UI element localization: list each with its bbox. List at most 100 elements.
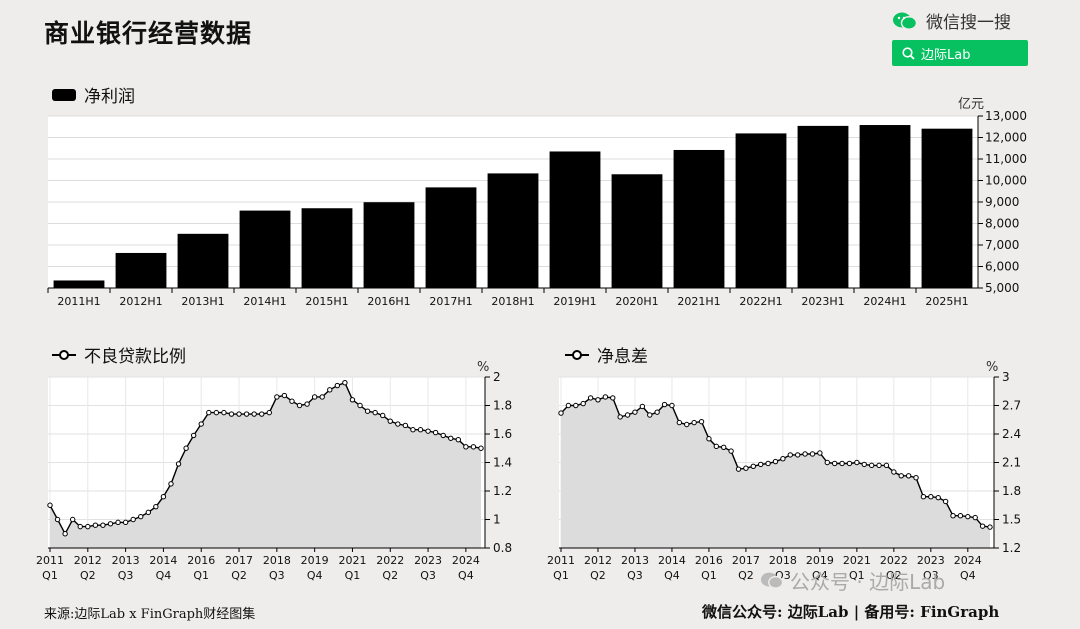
data-point (669, 402, 675, 409)
data-point (319, 394, 325, 400)
y-tick-label: 7,000 (985, 238, 1019, 252)
wechat-icon (893, 12, 918, 30)
data-point (691, 419, 697, 426)
bar (53, 280, 105, 288)
data-point (809, 451, 816, 457)
data-point (274, 394, 280, 400)
x-tick-quarter: Q4 (960, 569, 976, 582)
data-point (824, 459, 830, 466)
bar (673, 149, 725, 288)
page-title: 商业银行经营数据 (44, 19, 253, 48)
data-point (661, 401, 668, 408)
data-point (69, 516, 76, 523)
data-point (463, 444, 469, 450)
x-tick-quarter: Q4 (458, 569, 474, 582)
legend-swatch (52, 88, 76, 101)
x-tick-label: 2018H1 (491, 295, 534, 308)
data-point (327, 387, 333, 393)
x-tick-year: 2018 (769, 554, 797, 567)
data-point (432, 429, 439, 436)
x-tick-year: 2021 (338, 554, 366, 567)
x-tick-year: 2024 (452, 554, 480, 567)
x-tick-label: 2022H1 (739, 295, 782, 308)
data-point (854, 459, 860, 466)
data-point (440, 432, 446, 439)
data-point (77, 523, 83, 530)
data-point (455, 437, 462, 443)
data-point (190, 432, 197, 439)
legend-net-profit: 净利润 (52, 82, 135, 107)
x-tick-label: 2013H1 (181, 295, 224, 308)
y-tick-label: 8,000 (985, 217, 1019, 231)
search-query: 边际Lab (921, 47, 971, 63)
x-tick-quarter: Q3 (269, 569, 285, 582)
x-tick-quarter: Q4 (307, 569, 323, 582)
data-point (357, 402, 363, 409)
data-point (470, 444, 477, 450)
y-tick-label: 2.7 (1002, 399, 1021, 413)
y-tick-label: 1.8 (1002, 484, 1021, 498)
legend-label: 净利润 (84, 87, 135, 107)
data-point (839, 460, 845, 467)
search-box[interactable]: 边际Lab (892, 40, 1028, 66)
y-tick-label: 10,000 (985, 174, 1027, 188)
account-note: 微信公众号: 边际Lab | 备用号: FinGraph (702, 603, 1000, 621)
data-point (617, 414, 623, 420)
y-tick-label: 9,000 (985, 195, 1019, 209)
data-point (654, 409, 660, 415)
x-tick-quarter: Q2 (590, 569, 606, 582)
bar (115, 252, 167, 288)
data-point (920, 494, 927, 500)
x-tick-quarter: Q1 (849, 569, 865, 582)
data-point (587, 395, 594, 401)
data-point (122, 519, 129, 526)
data-point (478, 445, 484, 451)
data-point (153, 503, 159, 510)
bar (921, 128, 973, 288)
data-point (972, 514, 978, 521)
x-tick-label: 2015H1 (305, 295, 348, 308)
data-point (868, 462, 875, 469)
data-point (387, 418, 393, 424)
y-tick-label: 1.2 (1002, 541, 1021, 555)
data-point (698, 418, 705, 425)
x-tick-label: 2021H1 (677, 295, 720, 308)
legend-nim: 净息差 (565, 342, 648, 367)
data-point (558, 410, 564, 416)
data-point (372, 409, 378, 416)
data-point (743, 465, 749, 471)
data-point (175, 461, 182, 467)
data-point (831, 460, 838, 467)
y-tick-label: 2 (493, 370, 501, 384)
data-point (913, 475, 919, 481)
data-point (160, 494, 167, 500)
x-tick-quarter: Q4 (156, 569, 172, 582)
legend-npl-ratio: 不良贷款比例 (52, 342, 186, 367)
bar (301, 208, 353, 288)
data-point (632, 409, 638, 415)
data-point (802, 451, 808, 457)
x-tick-quarter: Q4 (812, 569, 828, 582)
data-point (395, 421, 401, 427)
data-point (928, 494, 934, 500)
x-tick-year: 2017 (225, 554, 253, 567)
data-point (861, 461, 867, 468)
data-point (266, 409, 272, 416)
data-point (281, 392, 288, 399)
x-tick-label: 2019H1 (553, 295, 596, 308)
watermark: 公众号 · 边际Lab (760, 566, 945, 595)
series-line (49, 381, 482, 536)
x-tick-label: 2023H1 (801, 295, 844, 308)
x-tick-label: 2014H1 (243, 295, 286, 308)
y-tick-label: 0.8 (493, 541, 512, 555)
data-point (979, 523, 986, 529)
x-tick-year: 2016 (695, 554, 723, 567)
x-tick-quarter: Q1 (553, 569, 569, 582)
data-point (304, 401, 310, 407)
data-point (145, 509, 151, 516)
y-axis-unit: 亿元 (958, 97, 984, 112)
y-axis-unit: % (986, 360, 998, 375)
y-tick-label: 1.6 (493, 427, 512, 441)
x-tick-quarter: Q3 (118, 569, 134, 582)
